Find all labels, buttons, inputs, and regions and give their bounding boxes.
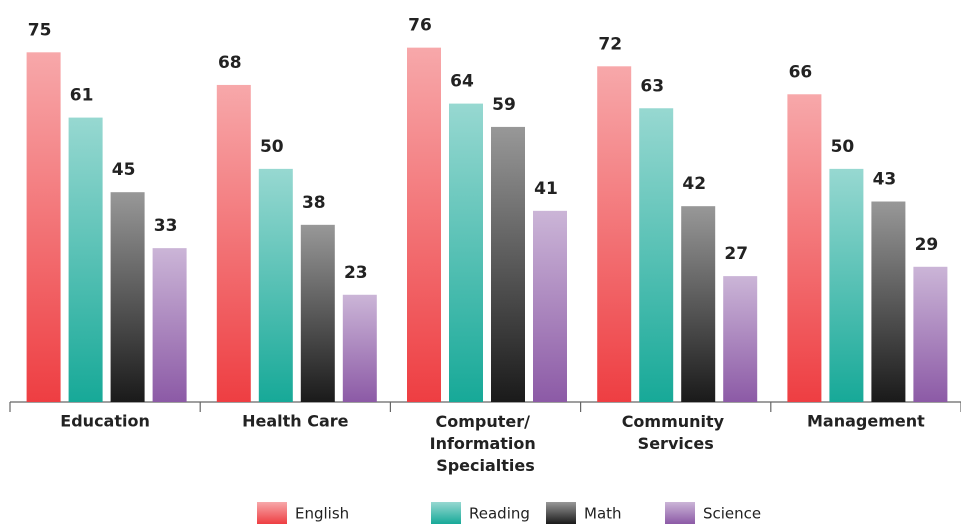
bar bbox=[597, 66, 632, 403]
value-label: 63 bbox=[640, 76, 664, 96]
value-label: 61 bbox=[70, 86, 94, 106]
legend-label: English bbox=[295, 505, 349, 523]
value-label: 42 bbox=[682, 174, 706, 194]
bar bbox=[258, 168, 293, 402]
bar bbox=[110, 192, 145, 402]
bar bbox=[533, 210, 567, 402]
value-label: 50 bbox=[831, 137, 855, 157]
bar bbox=[216, 84, 251, 402]
legend-label: Science bbox=[703, 505, 761, 523]
value-label: 27 bbox=[724, 244, 748, 264]
x-tick-label: Community Services bbox=[622, 412, 730, 453]
legend-swatch bbox=[257, 502, 287, 524]
bar bbox=[152, 248, 187, 402]
bar bbox=[300, 224, 335, 402]
value-label: 33 bbox=[154, 216, 178, 236]
bar bbox=[449, 103, 483, 402]
legend-label: Reading bbox=[469, 505, 530, 523]
bar bbox=[68, 117, 103, 403]
bar bbox=[871, 201, 906, 402]
x-tick-label: Health Care bbox=[242, 412, 349, 431]
value-label: 64 bbox=[450, 72, 474, 92]
x-tick-label: Education bbox=[60, 412, 150, 431]
value-label: 43 bbox=[873, 170, 897, 190]
bar bbox=[681, 206, 716, 402]
bar bbox=[787, 94, 822, 403]
x-tick-label: Computer/ Information Specialties bbox=[430, 412, 542, 475]
bar bbox=[407, 47, 441, 403]
bar bbox=[26, 52, 61, 402]
value-label: 45 bbox=[112, 160, 136, 180]
legend-swatch bbox=[546, 502, 576, 524]
bar bbox=[342, 294, 377, 402]
value-label: 29 bbox=[915, 235, 939, 255]
value-label: 72 bbox=[598, 34, 622, 54]
value-label: 23 bbox=[344, 263, 368, 283]
value-label: 75 bbox=[28, 20, 52, 40]
value-label: 76 bbox=[408, 16, 432, 36]
value-label: 66 bbox=[789, 62, 813, 82]
x-tick-label: Management bbox=[807, 412, 925, 431]
value-label: 41 bbox=[534, 179, 558, 199]
bar bbox=[829, 168, 864, 402]
bar bbox=[491, 126, 525, 402]
value-label: 68 bbox=[218, 53, 242, 73]
value-label: 50 bbox=[260, 137, 284, 157]
legend-swatch bbox=[665, 502, 695, 524]
legend-swatch bbox=[431, 502, 461, 524]
value-label: 59 bbox=[492, 95, 516, 115]
bar bbox=[913, 266, 948, 402]
bar bbox=[639, 108, 674, 402]
legend-label: Math bbox=[584, 505, 622, 523]
value-label: 38 bbox=[302, 193, 326, 213]
bar bbox=[723, 276, 758, 402]
